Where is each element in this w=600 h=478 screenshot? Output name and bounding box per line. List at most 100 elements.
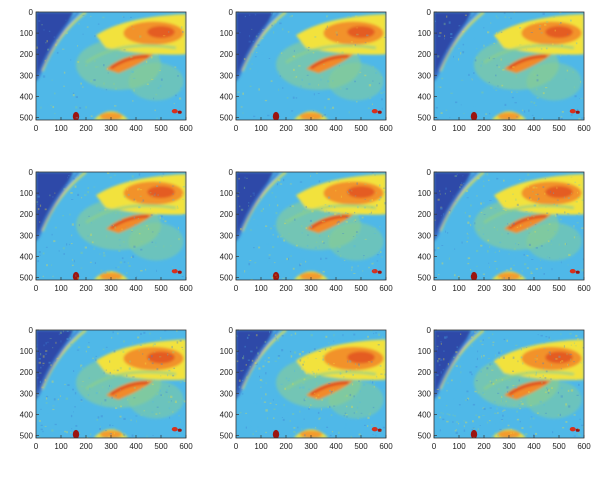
heatmap-svg: 0 100 200 300 400 500 600 0 100 200 300 400 500 [220,326,394,451]
red-core [347,186,375,198]
curved-structure [504,213,552,234]
red-core [347,26,375,38]
rim-edge [439,12,485,72]
y-tick-label: 200 [20,50,34,59]
y-tick-label: 0 [427,8,432,17]
heatmap-svg: 0 100 200 300 400 500 600 0 100 200 300 400 500 [20,168,194,293]
y-tick-label: 500 [220,431,234,440]
x-tick-label: 300 [104,124,118,133]
red-dot [171,426,178,432]
rim-edge [41,12,87,72]
heatmap-svg: 0 100 200 300 400 500 600 0 100 200 300 400 500 [418,168,592,293]
rim-shadow [434,172,478,238]
x-tick-label: 0 [432,124,437,133]
red-dot [72,429,80,438]
x-tick-label: 200 [79,442,93,451]
red-core [147,186,175,198]
bottom-hotspot-core [99,112,123,120]
curved-structure-core [508,215,547,229]
speckle-texture [434,172,584,280]
red-dot [575,270,580,274]
upper-arc [285,370,377,391]
red-dot [470,271,478,280]
rim-shadow [36,12,80,78]
red-dot [371,268,378,274]
green-region [328,222,384,261]
y-tick-label: 100 [220,189,234,198]
x-tick-label: 600 [179,124,193,133]
y-tick-label: 300 [220,231,234,240]
rim-shadow [236,172,280,238]
heatmap-image [36,330,186,438]
bottom-hotspot-core [299,112,323,120]
heatmap-image [434,172,584,280]
x-tick-label: 100 [54,284,68,293]
bottom-hotspot-core [99,430,123,438]
y-tick-label: 300 [220,71,234,80]
speckle-texture [236,12,386,120]
x-tick-label: 600 [179,284,193,293]
bottom-hotspot-core [299,430,323,438]
x-tick-label: 100 [452,124,466,133]
x-tick-label: 300 [304,124,318,133]
rim-edge [41,330,87,390]
x-tick-label: 600 [379,284,393,293]
y-tick-label: 100 [220,347,234,356]
green-region [128,62,184,101]
y-tick-label: 500 [20,431,34,440]
green-region [526,380,582,419]
y-tick-label: 500 [418,113,432,122]
y-tick-label: 0 [29,168,34,177]
heatmap-svg: 0 100 200 300 400 500 600 0 100 200 300 400 500 [20,326,194,451]
red-core [545,351,573,364]
upper-arc [483,370,575,391]
y-tick-label: 500 [418,273,432,282]
x-tick-label: 600 [577,124,591,133]
green-region [526,222,582,261]
x-tick-label: 0 [234,124,239,133]
y-tick-label: 200 [418,50,432,59]
y-tick-label: 200 [20,368,34,377]
y-tick-label: 400 [418,410,432,419]
rim-edge [241,172,287,232]
y-tick-label: 300 [20,231,34,240]
y-tick-label: 100 [418,347,432,356]
x-tick-label: 400 [527,284,541,293]
x-tick-label: 500 [354,124,368,133]
red-dot [72,271,80,280]
red-dot [377,270,382,274]
y-tick-label: 400 [418,92,432,101]
red-core [545,186,573,198]
upper-arc [85,44,177,64]
upper-arc [483,44,575,64]
heatmap-svg: 0 100 200 300 400 500 600 0 100 200 300 400 500 [20,8,194,133]
y-tick-label: 400 [20,92,34,101]
heatmap-image [236,172,386,280]
x-tick-label: 400 [527,124,541,133]
speckle-texture [434,12,584,120]
y-tick-label: 100 [20,189,34,198]
x-tick-label: 500 [552,284,566,293]
x-tick-label: 0 [34,124,39,133]
bottom-hotspot-core [497,272,521,280]
red-dot [177,270,182,274]
x-tick-label: 400 [329,442,343,451]
heatmap-image [434,12,584,120]
y-tick-label: 200 [418,210,432,219]
y-tick-label: 400 [220,252,234,261]
heatmap-image [236,330,386,438]
x-tick-label: 100 [254,442,268,451]
y-tick-label: 200 [220,210,234,219]
y-tick-label: 400 [220,410,234,419]
rim-shadow [36,172,80,238]
upper-arc [285,44,377,64]
x-tick-label: 300 [502,124,516,133]
y-tick-label: 500 [220,113,234,122]
upper-arc [483,204,575,224]
y-tick-label: 0 [427,326,432,335]
y-tick-label: 100 [220,29,234,38]
rim-edge [41,172,87,232]
red-dot [371,108,378,114]
x-tick-label: 300 [304,284,318,293]
